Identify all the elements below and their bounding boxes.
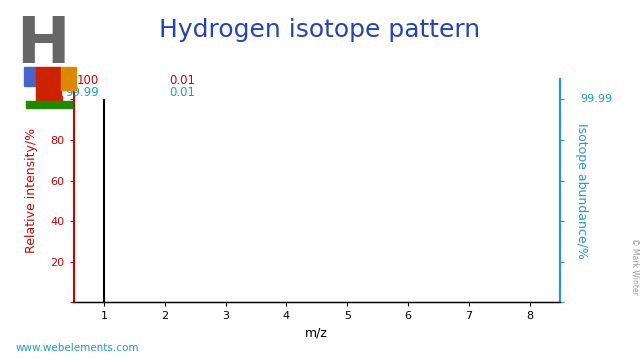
Text: 100: 100 bbox=[77, 74, 99, 87]
Text: H: H bbox=[16, 14, 70, 76]
Text: 99.99: 99.99 bbox=[65, 86, 99, 99]
Text: Hydrogen isotope pattern: Hydrogen isotope pattern bbox=[159, 18, 481, 42]
Text: 99.99: 99.99 bbox=[580, 94, 612, 104]
X-axis label: m/z: m/z bbox=[305, 327, 328, 340]
Text: © Mark Winter: © Mark Winter bbox=[630, 238, 639, 295]
Y-axis label: Isotope abundance/%: Isotope abundance/% bbox=[575, 123, 588, 259]
Text: www.webelements.com: www.webelements.com bbox=[16, 343, 140, 353]
Text: 0.01: 0.01 bbox=[170, 74, 196, 87]
Y-axis label: Relative intensity/%: Relative intensity/% bbox=[25, 128, 38, 253]
Text: 0.01: 0.01 bbox=[170, 86, 196, 99]
